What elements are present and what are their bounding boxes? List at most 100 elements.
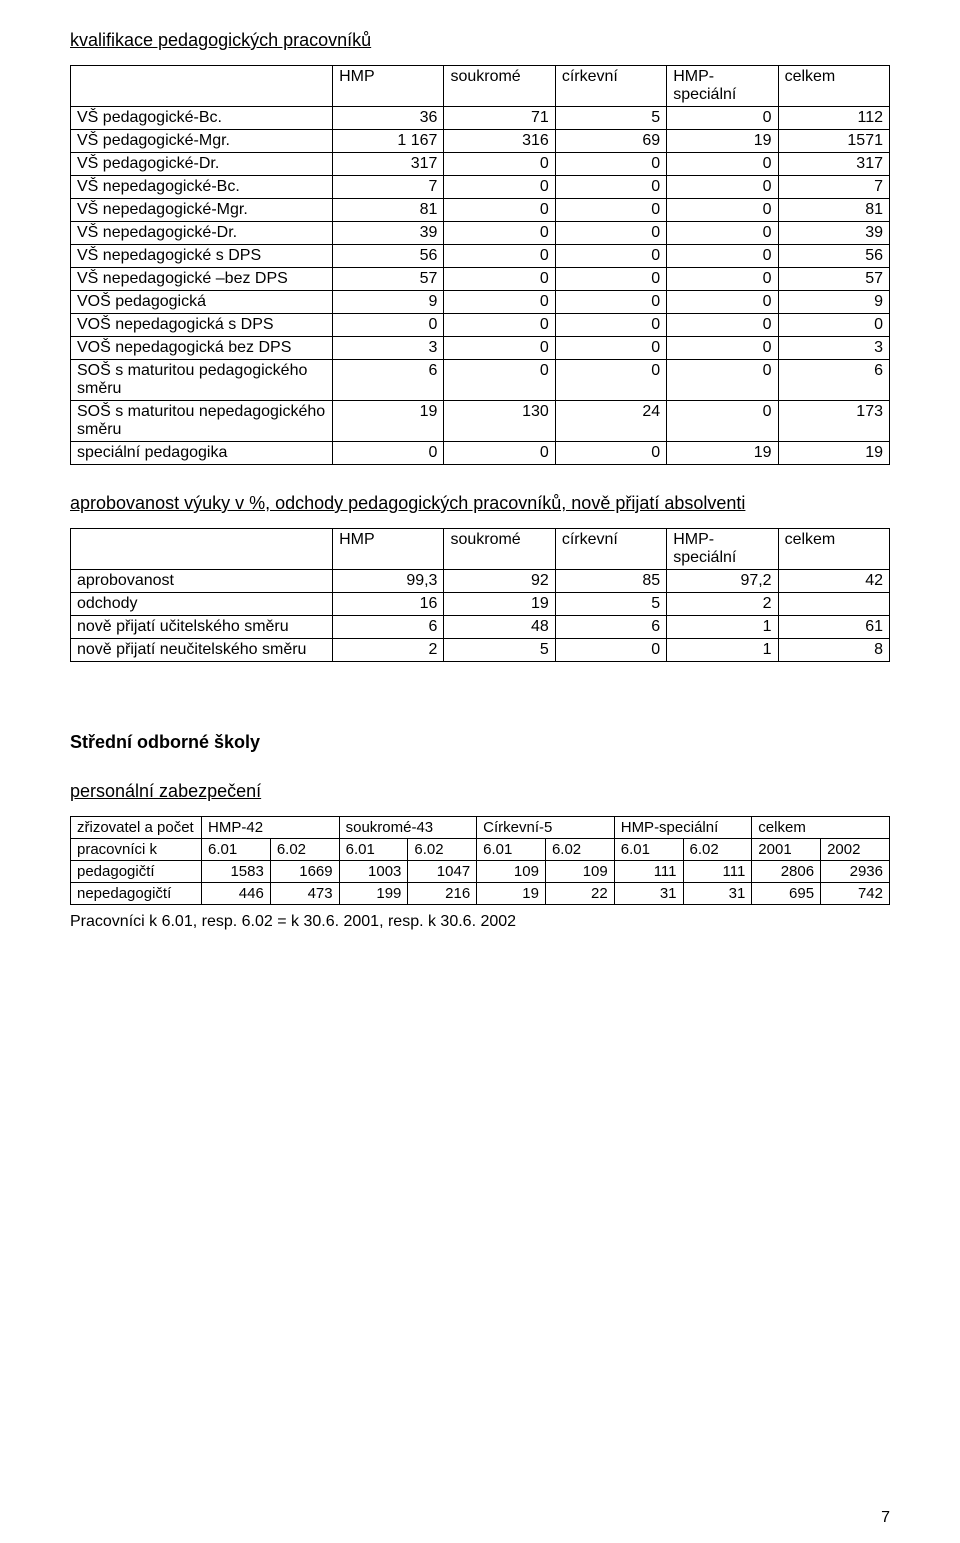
cell-value: 0 [555, 337, 666, 360]
cell-value: 48 [444, 616, 555, 639]
cell-value: 56 [333, 245, 444, 268]
row-label: aprobovanost [71, 570, 333, 593]
cell-value: 2936 [821, 861, 890, 883]
col-header: pracovníci k [71, 839, 202, 861]
cell-value: 9 [778, 291, 889, 314]
table-row: VŠ pedagogické-Mgr.1 16731669191571 [71, 130, 890, 153]
row-label: VŠ nepedagogické-Bc. [71, 176, 333, 199]
row-label: VŠ pedagogické-Mgr. [71, 130, 333, 153]
col-header: soukromé [444, 66, 555, 107]
table-row: speciální pedagogika0001919 [71, 442, 890, 465]
table-qualifications: HMP soukromé církevní HMP-speciální celk… [70, 65, 890, 465]
col-header: 6.02 [545, 839, 614, 861]
cell-value: 0 [444, 199, 555, 222]
cell-value: 56 [778, 245, 889, 268]
col-header: 6.02 [683, 839, 752, 861]
table-row: VOŠ nepedagogická bez DPS30003 [71, 337, 890, 360]
row-label: SOŠ s maturitou nepedagogického směru [71, 401, 333, 442]
cell-value: 39 [333, 222, 444, 245]
table-row: VŠ nepedagogické-Dr.3900039 [71, 222, 890, 245]
col-header: 6.01 [477, 839, 546, 861]
col-header: celkem [778, 529, 889, 570]
cell-value: 1 167 [333, 130, 444, 153]
cell-value: 1003 [339, 861, 408, 883]
cell-value: 695 [752, 883, 821, 905]
row-label: VŠ nepedagogické-Mgr. [71, 199, 333, 222]
row-label: SOŠ s maturitou pedagogického směru [71, 360, 333, 401]
cell-value: 61 [778, 616, 889, 639]
cell-value: 0 [444, 153, 555, 176]
row-label: speciální pedagogika [71, 442, 333, 465]
col-header: soukromé-43 [339, 817, 477, 839]
cell-value: 39 [778, 222, 889, 245]
cell-value: 0 [667, 176, 778, 199]
cell-value: 0 [555, 245, 666, 268]
cell-value: 69 [555, 130, 666, 153]
section-title-personalni: personální zabezpečení [70, 781, 890, 802]
col-header [71, 529, 333, 570]
cell-value: 0 [555, 360, 666, 401]
table-row: VŠ nepedagogické –bez DPS5700057 [71, 268, 890, 291]
table-row: nově přijatí neučitelského směru25018 [71, 639, 890, 662]
cell-value: 317 [333, 153, 444, 176]
row-label: VŠ pedagogické-Bc. [71, 107, 333, 130]
cell-value: 6 [778, 360, 889, 401]
cell-value: 1583 [202, 861, 271, 883]
cell-value: 0 [667, 314, 778, 337]
col-header: HMP [333, 529, 444, 570]
cell-value: 446 [202, 883, 271, 905]
section-title-qualifications: kvalifikace pedagogických pracovníků [70, 30, 890, 51]
col-header: celkem [752, 817, 890, 839]
table-row: aprobovanost99,3928597,242 [71, 570, 890, 593]
col-header: 2002 [821, 839, 890, 861]
cell-value: 130 [444, 401, 555, 442]
cell-value: 19 [667, 442, 778, 465]
table-subheader-row: pracovníci k 6.01 6.02 6.01 6.02 6.01 6.… [71, 839, 890, 861]
row-label: pedagogičtí [71, 861, 202, 883]
cell-value: 1669 [270, 861, 339, 883]
cell-value: 3 [333, 337, 444, 360]
cell-value: 742 [821, 883, 890, 905]
cell-value: 111 [683, 861, 752, 883]
table-row: VŠ nepedagogické s DPS5600056 [71, 245, 890, 268]
col-header [71, 66, 333, 107]
cell-value [778, 593, 889, 616]
cell-value: 97,2 [667, 570, 778, 593]
cell-value: 112 [778, 107, 889, 130]
table-row: SOŠ s maturitou nepedagogického směru191… [71, 401, 890, 442]
cell-value: 0 [667, 245, 778, 268]
table-row: SOŠ s maturitou pedagogického směru60006 [71, 360, 890, 401]
cell-value: 0 [555, 314, 666, 337]
cell-value: 0 [444, 222, 555, 245]
col-header: 6.01 [614, 839, 683, 861]
col-header: 6.02 [408, 839, 477, 861]
cell-value: 0 [667, 291, 778, 314]
cell-value: 19 [477, 883, 546, 905]
col-header: HMP [333, 66, 444, 107]
cell-value: 0 [667, 337, 778, 360]
row-label: VŠ pedagogické-Dr. [71, 153, 333, 176]
cell-value: 0 [444, 337, 555, 360]
row-label: nově přijatí učitelského směru [71, 616, 333, 639]
cell-value: 0 [444, 291, 555, 314]
cell-value: 22 [545, 883, 614, 905]
cell-value: 109 [477, 861, 546, 883]
table-row: nepedagogičtí44647319921619223131695742 [71, 883, 890, 905]
table-aprobovanost: HMP soukromé církevní HMP-speciální celk… [70, 528, 890, 662]
cell-value: 42 [778, 570, 889, 593]
table-personalni: zřizovatel a počet HMP-42 soukromé-43 Cí… [70, 816, 890, 905]
cell-value: 0 [555, 153, 666, 176]
table-row: VŠ nepedagogické-Mgr.8100081 [71, 199, 890, 222]
cell-value: 199 [339, 883, 408, 905]
cell-value: 0 [555, 176, 666, 199]
note-pracovnici: Pracovníci k 6.01, resp. 6.02 = k 30.6. … [70, 913, 890, 931]
col-header: HMP-speciální [667, 529, 778, 570]
row-label: VŠ nepedagogické s DPS [71, 245, 333, 268]
table-row: pedagogičtí15831669100310471091091111112… [71, 861, 890, 883]
col-header: církevní [555, 529, 666, 570]
cell-value: 0 [667, 401, 778, 442]
row-label: nově přijatí neučitelského směru [71, 639, 333, 662]
heading-stredni-odborne: Střední odborné školy [70, 732, 890, 753]
col-header: 6.01 [202, 839, 271, 861]
cell-value: 0 [333, 314, 444, 337]
